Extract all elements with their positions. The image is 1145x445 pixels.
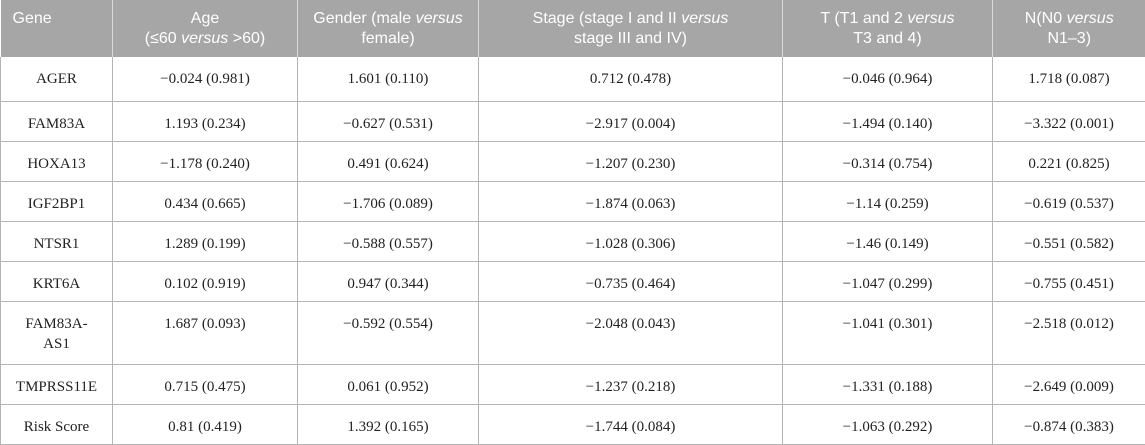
age-cell: −0.024 (0.981)	[113, 57, 298, 101]
table-row: FAM83A-AS1 1.687 (0.093) −0.592 (0.554) …	[1, 301, 1145, 364]
t-cell: −1.047 (0.299)	[783, 261, 993, 301]
t-cell: −1.14 (0.259)	[783, 181, 993, 221]
gender-cell: −0.588 (0.557)	[298, 221, 479, 261]
gene-cell: TMPRSS11E	[1, 364, 113, 404]
gene-cell: AGER	[1, 57, 113, 101]
table-row: NTSR1 1.289 (0.199) −0.588 (0.557) −1.02…	[1, 221, 1145, 261]
age-cell: 1.687 (0.093)	[113, 301, 298, 364]
table-row: HOXA13 −1.178 (0.240) 0.491 (0.624) −1.2…	[1, 141, 1145, 181]
header-t: T (T1 and 2 versus T3 and 4)	[783, 0, 993, 57]
header-stage: Stage (stage I and II versus stage III an…	[479, 0, 783, 57]
header-text: Age	[191, 10, 219, 27]
stage-cell: −1.874 (0.063)	[479, 181, 783, 221]
header-text: >60)	[228, 30, 265, 47]
age-cell: 0.715 (0.475)	[113, 364, 298, 404]
n-cell: −0.874 (0.383)	[993, 404, 1145, 444]
stage-cell: −2.917 (0.004)	[479, 101, 783, 141]
t-cell: −0.314 (0.754)	[783, 141, 993, 181]
n-cell: −0.619 (0.537)	[993, 181, 1145, 221]
gender-cell: 0.491 (0.624)	[298, 141, 479, 181]
table-header: Gene Age (≤60 versus >60) Gender (male ve…	[1, 0, 1145, 57]
header-text: Gender (male	[313, 10, 415, 27]
gene-cell: HOXA13	[1, 141, 113, 181]
table-row: KRT6A 0.102 (0.919) 0.947 (0.344) −0.735…	[1, 261, 1145, 301]
header-gene: Gene	[1, 0, 113, 57]
gender-cell: −0.627 (0.531)	[298, 101, 479, 141]
n-cell: −0.755 (0.451)	[993, 261, 1145, 301]
stage-cell: 0.712 (0.478)	[479, 57, 783, 101]
header-text: stage III and IV)	[574, 30, 687, 47]
header-text: N(N0	[1025, 10, 1067, 27]
gender-cell: −0.592 (0.554)	[298, 301, 479, 364]
t-cell: −0.046 (0.964)	[783, 57, 993, 101]
header-text: versus	[907, 10, 954, 27]
t-cell: −1.46 (0.149)	[783, 221, 993, 261]
header-text: T3 and 4)	[853, 30, 921, 47]
age-cell: 0.434 (0.665)	[113, 181, 298, 221]
gene-cell: IGF2BP1	[1, 181, 113, 221]
n-cell: −3.322 (0.001)	[993, 101, 1145, 141]
header-row: Gene Age (≤60 versus >60) Gender (male ve…	[1, 0, 1145, 57]
header-text: N1–3)	[1047, 30, 1091, 47]
age-cell: 0.81 (0.419)	[113, 404, 298, 444]
stage-cell: −2.048 (0.043)	[479, 301, 783, 364]
age-cell: 1.289 (0.199)	[113, 221, 298, 261]
age-cell: 0.102 (0.919)	[113, 261, 298, 301]
t-cell: −1.494 (0.140)	[783, 101, 993, 141]
table-row: Risk Score 0.81 (0.419) 1.392 (0.165) −1…	[1, 404, 1145, 444]
header-n: N(N0 versus N1–3)	[993, 0, 1145, 57]
header-text: (≤60	[145, 30, 181, 47]
header-text: Stage (stage I and II	[533, 10, 682, 27]
header-text: female)	[361, 30, 414, 47]
gene-cell: FAM83A-AS1	[1, 301, 113, 364]
gene-cell: NTSR1	[1, 221, 113, 261]
header-text: T (T1 and 2	[821, 10, 908, 27]
gene-cell: KRT6A	[1, 261, 113, 301]
stage-cell: −1.028 (0.306)	[479, 221, 783, 261]
stage-cell: −1.207 (0.230)	[479, 141, 783, 181]
age-cell: 1.193 (0.234)	[113, 101, 298, 141]
gender-cell: 1.601 (0.110)	[298, 57, 479, 101]
stage-cell: −1.237 (0.218)	[479, 364, 783, 404]
gender-cell: 0.061 (0.952)	[298, 364, 479, 404]
gene-cell: Risk Score	[1, 404, 113, 444]
n-cell: 0.221 (0.825)	[993, 141, 1145, 181]
t-cell: −1.331 (0.188)	[783, 364, 993, 404]
header-text: versus	[181, 30, 228, 47]
table-row: IGF2BP1 0.434 (0.665) −1.706 (0.089) −1.…	[1, 181, 1145, 221]
table-row: FAM83A 1.193 (0.234) −0.627 (0.531) −2.9…	[1, 101, 1145, 141]
gender-cell: −1.706 (0.089)	[298, 181, 479, 221]
gene-cell: FAM83A	[1, 101, 113, 141]
n-cell: −2.649 (0.009)	[993, 364, 1145, 404]
gender-cell: 1.392 (0.165)	[298, 404, 479, 444]
t-cell: −1.041 (0.301)	[783, 301, 993, 364]
header-text: versus	[1067, 10, 1114, 27]
n-cell: 1.718 (0.087)	[993, 57, 1145, 101]
header-text: versus	[416, 10, 463, 27]
stage-cell: −1.744 (0.084)	[479, 404, 783, 444]
table-row: AGER −0.024 (0.981) 1.601 (0.110) 0.712 …	[1, 57, 1145, 101]
table-body: AGER −0.024 (0.981) 1.601 (0.110) 0.712 …	[1, 57, 1145, 444]
header-text: Gene	[13, 10, 52, 27]
stage-cell: −0.735 (0.464)	[479, 261, 783, 301]
t-cell: −1.063 (0.292)	[783, 404, 993, 444]
age-cell: −1.178 (0.240)	[113, 141, 298, 181]
header-text: versus	[681, 10, 728, 27]
n-cell: −2.518 (0.012)	[993, 301, 1145, 364]
table-row: TMPRSS11E 0.715 (0.475) 0.061 (0.952) −1…	[1, 364, 1145, 404]
gender-cell: 0.947 (0.344)	[298, 261, 479, 301]
header-age: Age (≤60 versus >60)	[113, 0, 298, 57]
n-cell: −0.551 (0.582)	[993, 221, 1145, 261]
